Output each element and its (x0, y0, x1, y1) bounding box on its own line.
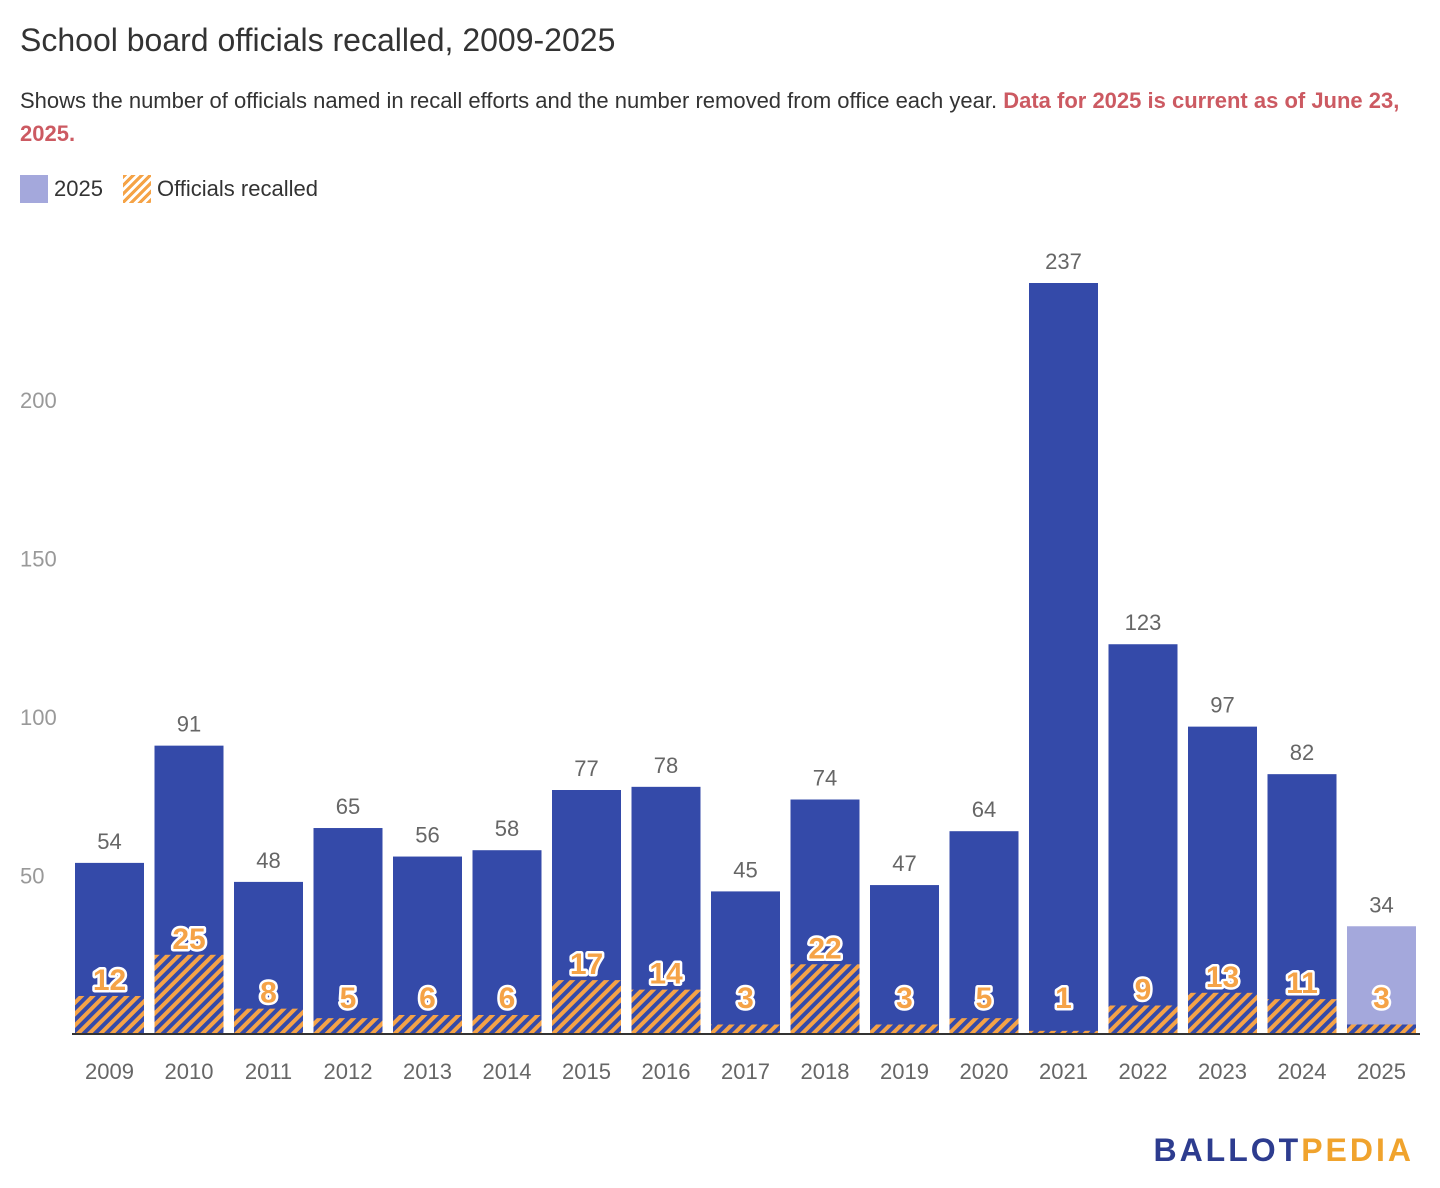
value-label-total: 78 (654, 753, 678, 778)
value-label-recalled: 17 (570, 948, 603, 981)
y-tick-label: 150 (20, 547, 57, 572)
bar-recalled-2010[interactable] (154, 954, 224, 1034)
x-tick-label: 2017 (721, 1059, 770, 1084)
legend-item-2025[interactable]: 2025 (20, 175, 103, 203)
value-label-recalled: 5 (976, 982, 993, 1015)
value-label-total: 56 (415, 823, 439, 848)
bar-total-2025[interactable] (1347, 926, 1416, 1034)
value-label-recalled: 1 (1055, 982, 1072, 1015)
value-label-total: 77 (574, 756, 598, 781)
legend-swatch-recalled (122, 175, 151, 203)
bar-recalled-2021[interactable] (1029, 1030, 1098, 1034)
subtitle-note: Data for 2025 is current as of June 23, … (20, 88, 1400, 146)
bar-recalled-2011[interactable] (234, 1008, 303, 1034)
x-tick-label: 2019 (880, 1059, 929, 1084)
x-tick-label: 2016 (642, 1059, 691, 1084)
x-tick-label: 2021 (1039, 1059, 1088, 1084)
value-label-total: 97 (1210, 693, 1234, 718)
value-label-recalled: 13 (1206, 961, 1239, 994)
bar-recalled-2009[interactable] (75, 995, 144, 1034)
x-axis: 2009 2010 2011 2012 2013 2014 2015 2016 2017 2018… (72, 1033, 1420, 1084)
legend-swatch-2025 (20, 175, 48, 203)
value-label-total: 54 (97, 829, 121, 854)
chart-title: School board officials recalled, 2009-20… (20, 22, 616, 58)
x-tick-label: 2025 (1357, 1059, 1406, 1084)
y-tick-label: 200 (20, 388, 57, 413)
bars: 5412912548865556658677177814453742247364… (75, 249, 1416, 1034)
value-label-total: 34 (1369, 892, 1393, 917)
value-label-recalled: 6 (419, 982, 436, 1015)
x-tick-label: 2018 (801, 1059, 850, 1084)
x-tick-label: 2015 (562, 1059, 611, 1084)
value-label-recalled: 9 (1135, 973, 1152, 1006)
x-tick-label: 2022 (1119, 1059, 1168, 1084)
bar-recalled-2016[interactable] (631, 989, 701, 1034)
legend-item-recalled[interactable]: Officials recalled (122, 175, 318, 203)
bar-recalled-2012[interactable] (313, 1018, 383, 1034)
value-label-total: 48 (256, 848, 280, 873)
value-label-recalled: 25 (172, 923, 205, 956)
value-label-total: 58 (495, 816, 519, 841)
bar-recalled-2014[interactable] (472, 1014, 542, 1034)
bar-total-2013[interactable] (393, 856, 462, 1034)
legend-label-recalled: Officials recalled (156, 176, 318, 201)
value-label-recalled: 6 (499, 982, 516, 1015)
bar-total-2022[interactable] (1108, 644, 1178, 1034)
bar-total-2012[interactable] (313, 828, 383, 1034)
bar-total-2024[interactable] (1267, 774, 1337, 1034)
value-label-total: 123 (1125, 610, 1162, 635)
value-label-total: 65 (336, 794, 360, 819)
bar-recalled-2024[interactable] (1267, 999, 1337, 1034)
value-label-total: 82 (1290, 740, 1314, 765)
value-label-total: 74 (813, 766, 837, 791)
value-label-recalled: 3 (1373, 982, 1390, 1015)
y-tick-label: 100 (20, 705, 57, 730)
bar-recalled-2015[interactable] (552, 980, 621, 1034)
x-tick-label: 2023 (1198, 1059, 1247, 1084)
value-label-recalled: 5 (340, 982, 357, 1015)
y-tick-label: 50 (20, 864, 44, 889)
x-tick-label: 2010 (165, 1059, 214, 1084)
bar-total-2021[interactable] (1029, 283, 1098, 1034)
x-tick-label: 2020 (960, 1059, 1009, 1084)
bar-recalled-2017[interactable] (711, 1024, 780, 1034)
x-tick-label: 2009 (85, 1059, 134, 1084)
bar-total-2023[interactable] (1188, 726, 1257, 1034)
value-label-recalled: 8 (260, 977, 277, 1010)
bar-recalled-2020[interactable] (949, 1018, 1019, 1034)
x-tick-label: 2014 (483, 1059, 532, 1084)
bar-total-2014[interactable] (472, 850, 542, 1034)
bar-recalled-2025[interactable] (1347, 1024, 1416, 1034)
value-label-recalled: 11 (1286, 967, 1318, 1000)
bar-total-2019[interactable] (870, 885, 939, 1034)
y-axis: 50 100 150 200 (20, 388, 57, 888)
value-label-recalled: 12 (93, 964, 126, 997)
legend-label-2025: 2025 (54, 176, 103, 201)
value-label-recalled: 3 (737, 982, 754, 1015)
bar-recalled-2018[interactable] (790, 964, 860, 1034)
value-label-total: 47 (892, 851, 916, 876)
bar-recalled-2019[interactable] (870, 1024, 939, 1034)
x-tick-label: 2011 (245, 1059, 292, 1084)
subtitle-text: Shows the number of officials named in r… (20, 88, 1004, 113)
bar-recalled-2023[interactable] (1188, 992, 1257, 1034)
bar-recalled-2013[interactable] (393, 1014, 462, 1034)
chart-subtitle: Shows the number of officials named in r… (20, 84, 1420, 150)
x-tick-label: 2012 (324, 1059, 373, 1084)
value-label-total: 64 (972, 797, 996, 822)
bar-total-2017[interactable] (711, 891, 780, 1034)
value-label-total: 91 (177, 712, 201, 737)
bar-total-2020[interactable] (949, 831, 1019, 1034)
value-label-recalled: 22 (808, 932, 841, 965)
ballotpedia-logo: BALLOTPEDIA (1153, 1132, 1414, 1168)
x-tick-label: 2024 (1278, 1059, 1327, 1084)
bar-recalled-2022[interactable] (1108, 1005, 1178, 1034)
x-tick-label: 2013 (403, 1059, 452, 1084)
value-label-recalled: 3 (896, 982, 913, 1015)
value-label-total: 45 (733, 857, 757, 882)
legend: 2025 Officials recalled (20, 174, 338, 204)
value-label-total: 237 (1045, 249, 1082, 274)
value-label-recalled: 14 (649, 958, 683, 991)
